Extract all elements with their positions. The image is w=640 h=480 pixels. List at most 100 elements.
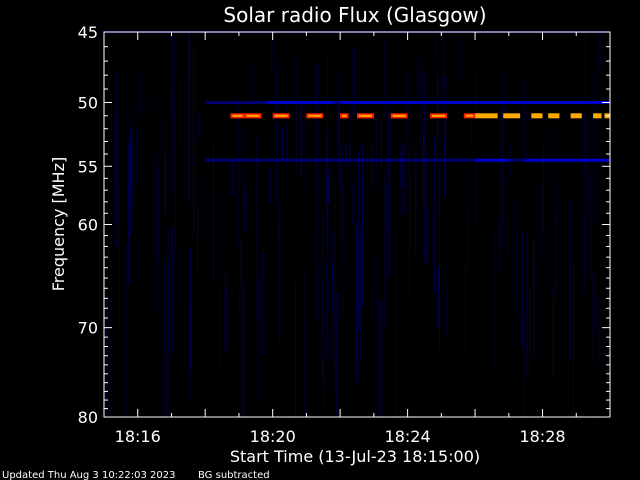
background-streak [326, 258, 328, 360]
background-streak [145, 70, 147, 118]
background-streak [355, 221, 357, 384]
background-streak [523, 297, 525, 417]
background-streak [349, 99, 351, 192]
background-streak [300, 99, 302, 176]
background-streak [417, 58, 419, 95]
background-streak [253, 301, 254, 324]
background-streak [189, 42, 191, 77]
y-tick-label: 55 [78, 157, 98, 176]
background-streak [269, 169, 271, 204]
emission-segment [267, 101, 335, 104]
background-streak [336, 292, 337, 417]
background-streak [590, 196, 592, 277]
background-streak [212, 138, 214, 282]
background-streak [286, 99, 288, 164]
background-streak [224, 270, 226, 375]
background-streak [152, 89, 154, 254]
background-streak [104, 163, 106, 266]
background-streak [494, 230, 496, 375]
background-streak [156, 154, 158, 311]
background-streak [379, 298, 381, 417]
background-streak [375, 107, 377, 190]
background-streak [598, 297, 600, 365]
background-streak [504, 68, 505, 119]
background-streak [437, 73, 439, 216]
background-streak [322, 212, 324, 406]
background-streak [165, 151, 167, 344]
background-streak [143, 269, 144, 305]
x-tick-label: 18:20 [250, 427, 296, 446]
background-streak [436, 267, 438, 327]
emission-segment [570, 113, 582, 119]
background-streak [139, 75, 141, 113]
emission-core [392, 114, 406, 117]
background-streak [474, 75, 476, 120]
background-streak [305, 108, 307, 129]
background-streak [338, 74, 340, 182]
background-streak [529, 289, 531, 382]
background-streak [332, 231, 334, 312]
emission-core [308, 114, 322, 117]
background-streak [506, 218, 508, 257]
background-streak [339, 99, 341, 261]
background-streak [278, 201, 280, 239]
background-streak [132, 101, 134, 211]
background-streak [423, 131, 424, 206]
background-streak [110, 98, 112, 141]
background-streak [243, 189, 245, 234]
background-streak [412, 135, 414, 172]
background-streak [239, 289, 240, 312]
background-streak [334, 267, 336, 393]
emission-core [342, 114, 347, 117]
background-streak [232, 159, 234, 197]
background-streak [526, 233, 528, 377]
background-streak [573, 263, 574, 417]
background-streak [271, 39, 273, 71]
background-streak [556, 185, 558, 221]
background-streak [388, 111, 390, 278]
background-streak [345, 143, 347, 166]
background-streak [334, 181, 336, 364]
background-streak [424, 71, 426, 256]
emission-core [465, 114, 473, 117]
y-axis-label: Frequency [MHz] [49, 157, 68, 291]
background-streak [587, 119, 589, 219]
emission-segment [205, 158, 610, 162]
background-streak [596, 54, 598, 224]
background-streak [371, 145, 373, 188]
background-streak [305, 105, 307, 232]
background-streak [474, 164, 476, 226]
x-tick-label: 18:24 [385, 427, 431, 446]
emission-segment [548, 113, 560, 119]
emission-segment [525, 158, 610, 162]
background-streak [380, 121, 382, 169]
background-streak [295, 280, 297, 417]
background-streak [464, 267, 466, 351]
background-streak [262, 252, 264, 355]
background-streak [341, 150, 343, 239]
background-streak [240, 238, 242, 414]
background-streak [316, 180, 318, 322]
background-streak [316, 63, 318, 188]
background-streak [225, 287, 227, 351]
background-streak [434, 137, 436, 293]
background-streak [205, 174, 207, 251]
background-streak [439, 166, 440, 350]
background-streak [400, 210, 402, 319]
background-streak [395, 234, 397, 417]
background-streak [436, 52, 438, 163]
background-streak [258, 276, 260, 405]
background-streak [409, 140, 411, 297]
background-streak [362, 143, 363, 308]
emission-segment [593, 113, 602, 119]
background-streak [569, 198, 571, 362]
background-streak [190, 246, 191, 370]
background-streak [282, 126, 283, 161]
background-streak [188, 32, 190, 205]
background-streak [237, 95, 239, 250]
background-streak [321, 280, 323, 331]
background-streak [161, 120, 162, 159]
background-streak [125, 244, 127, 417]
background-streak [400, 150, 402, 187]
background-streak [426, 208, 428, 264]
